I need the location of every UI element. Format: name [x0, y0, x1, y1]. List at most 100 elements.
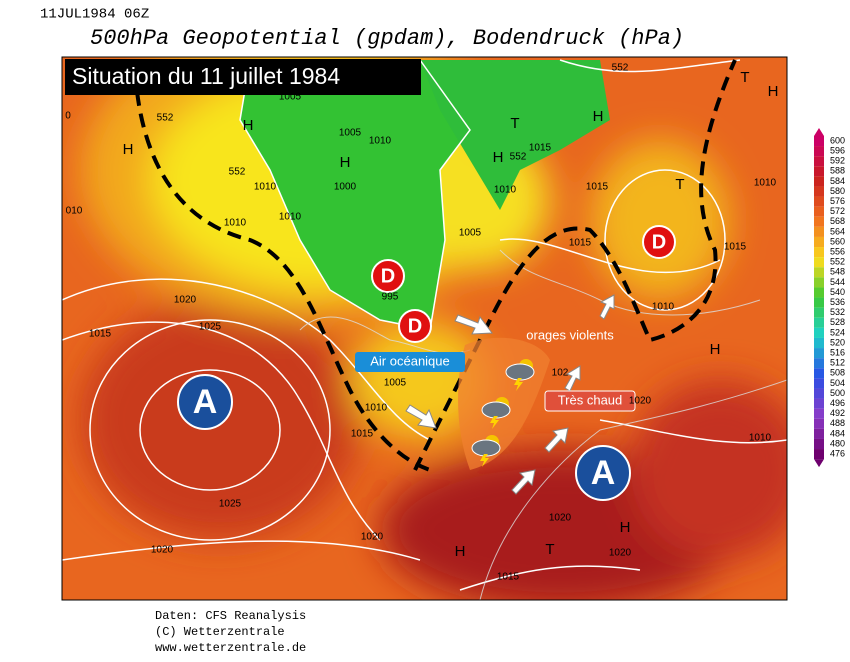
isobar-label: 552	[510, 152, 527, 163]
isobar-label: 1005	[279, 92, 302, 103]
legend-label: 560	[830, 236, 845, 246]
isobar-label: 1025	[199, 322, 222, 333]
legend-label: 476	[830, 448, 845, 458]
isobar-label: 1000	[334, 182, 357, 193]
isobar-label: 1020	[174, 295, 197, 306]
legend-swatch	[814, 418, 824, 429]
legend-label: 588	[830, 166, 845, 176]
legend-swatch	[814, 438, 824, 450]
legend-label: 544	[830, 277, 845, 287]
legend-label: 480	[830, 438, 845, 448]
isobar-label: 1010	[369, 136, 392, 147]
legend-label: 500	[830, 388, 845, 398]
legend-swatch	[814, 156, 824, 167]
isobar-label: 1010	[494, 185, 517, 196]
legend-label: 532	[830, 307, 845, 317]
map-area	[62, 57, 787, 600]
legend-swatch	[814, 428, 824, 439]
legend-swatch	[814, 327, 824, 338]
high-label: A	[591, 454, 616, 492]
legend-label: 524	[830, 327, 845, 337]
pressure-symbol: H	[123, 141, 134, 158]
hot-label: Très chaud	[558, 392, 623, 407]
isobar-label: 0	[65, 111, 71, 122]
isobar-label: 1005	[339, 128, 362, 139]
pressure-symbol: H	[593, 108, 604, 125]
legend-label: 576	[830, 196, 845, 206]
pressure-symbol: H	[493, 149, 504, 166]
legend-label: 496	[830, 398, 845, 408]
legend-swatch	[814, 398, 824, 409]
legend-label: 492	[830, 408, 845, 418]
isobar-label: 1015	[586, 182, 609, 193]
isobar-label: 1015	[569, 238, 592, 249]
legend-label: 512	[830, 358, 845, 368]
pressure-symbol: T	[740, 69, 749, 86]
legend-cap-top	[814, 127, 824, 136]
legend-swatch	[814, 226, 824, 237]
legend-label: 540	[830, 287, 845, 297]
legend-swatch	[814, 216, 824, 227]
arrows	[405, 294, 615, 495]
legend-swatch	[814, 368, 824, 379]
footer-source: Daten: CFS Reanalysis	[155, 609, 306, 623]
legend-swatch	[814, 236, 824, 248]
low-label: D	[381, 265, 395, 287]
legend-cap-bottom	[814, 459, 824, 468]
isobar-label: 1010	[279, 212, 302, 223]
legend-swatch	[814, 196, 824, 207]
legend-swatch	[814, 408, 824, 419]
legend-label: 520	[830, 337, 845, 347]
isobar-label: 1010	[652, 302, 675, 313]
legend-swatch	[814, 277, 824, 288]
legend-label: 528	[830, 317, 845, 327]
isobar-label: 1010	[365, 403, 388, 414]
legend-label: 548	[830, 267, 845, 277]
isobar-label: 1010	[254, 182, 277, 193]
legend-swatch	[814, 297, 824, 308]
legend-swatch	[814, 348, 824, 359]
legend-swatch	[814, 257, 824, 268]
legend-swatch	[814, 135, 824, 147]
isobar-label: 1010	[754, 178, 777, 189]
pressure-symbol: H	[710, 341, 721, 358]
legend-swatch	[814, 146, 824, 157]
legend-label: 556	[830, 246, 845, 256]
hot-label-bg	[544, 390, 636, 412]
isobar-label: 1025	[219, 499, 242, 510]
legend-label: 488	[830, 418, 845, 428]
isobar-label: 1020	[629, 396, 652, 407]
footer-copyright: (C) Wetterzentrale	[155, 625, 285, 639]
storm-icon-bolt	[480, 454, 489, 467]
isobar-label: 102	[552, 368, 569, 379]
storm-icon-cloud	[471, 439, 501, 457]
legend-swatch	[814, 449, 824, 460]
map-title: 500hPa Geopotential (gpdam), Bodendruck …	[90, 26, 684, 51]
low-marker	[398, 309, 432, 343]
legend-swatch	[814, 388, 824, 399]
low-marker	[371, 259, 405, 293]
storm-icon-cloud	[505, 363, 535, 381]
air-label-bg	[355, 352, 465, 372]
legend-label: 484	[830, 428, 845, 438]
legend-label: 600	[830, 135, 845, 145]
low-label: D	[652, 231, 666, 253]
high-marker	[575, 445, 631, 501]
isobar-label: 1015	[351, 429, 374, 440]
isobar-label: 1010	[749, 433, 772, 444]
legend-swatch	[814, 378, 824, 389]
banner: Situation du 11 juillet 1984	[72, 63, 340, 89]
legend-swatch	[814, 267, 824, 278]
legend-swatch	[814, 317, 824, 328]
legend-swatch	[814, 206, 824, 217]
legend-label: 516	[830, 347, 845, 357]
isobar-label: 1015	[89, 329, 112, 340]
pressure-symbol: H	[340, 154, 351, 171]
legend-swatch	[814, 176, 824, 187]
isobar-label: 1015	[529, 143, 552, 154]
storm-icon-bolt	[490, 416, 499, 429]
storm-icon-cloud	[481, 401, 511, 419]
pressure-symbol: H	[455, 543, 466, 560]
isobar-label: 552	[612, 63, 629, 74]
